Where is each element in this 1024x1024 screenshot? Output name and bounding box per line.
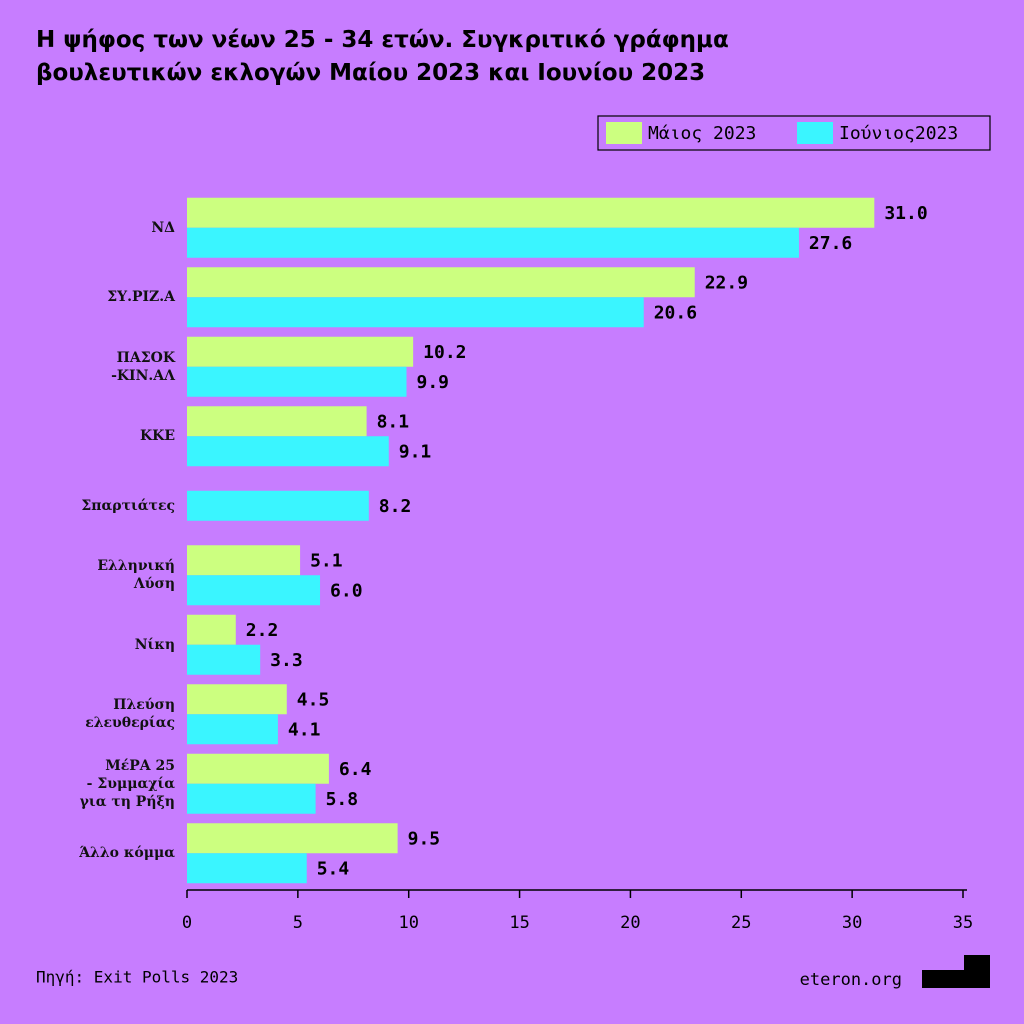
bar <box>187 297 644 328</box>
value-label: 4.5 <box>297 689 330 710</box>
bar <box>187 366 407 397</box>
x-tick-label: 20 <box>620 913 640 933</box>
value-label: 20.6 <box>654 302 697 323</box>
value-label: 2.2 <box>246 620 279 641</box>
value-label: 9.9 <box>416 372 449 393</box>
y-tick-label: Άλλο κόμμα <box>79 845 175 862</box>
x-tick-label: 0 <box>182 913 192 933</box>
bar <box>187 436 389 467</box>
legend-swatch <box>797 122 833 144</box>
y-tick-label: ΜέΡΑ 25 - Συμμαχία για τη Ρήξη <box>79 757 175 810</box>
bar <box>187 684 287 715</box>
x-tick-label: 5 <box>293 913 303 933</box>
bar <box>187 783 316 814</box>
bar <box>187 753 329 784</box>
y-tick-label: ΣΥ.ΡΙΖ.Α <box>107 289 175 306</box>
y-tick-label: ΚΚΕ <box>139 428 175 445</box>
bar <box>187 336 414 367</box>
chart-title: Η ψήφος των νέων 25 - 34 ετών. Συγκριτικ… <box>36 27 729 86</box>
bar <box>187 545 301 576</box>
bar <box>187 823 398 854</box>
y-tick-label: ΠΑΣΟΚ -ΚΙΝ.ΑΛ <box>111 349 175 384</box>
value-label: 22.9 <box>705 272 748 293</box>
y-tick-label: Πλεύση ελευθερίας <box>85 697 175 732</box>
value-label: 6.4 <box>339 759 372 780</box>
value-label: 9.5 <box>408 828 441 849</box>
x-tick-label: 10 <box>398 913 418 933</box>
value-label: 10.2 <box>423 342 466 363</box>
value-label: 6.0 <box>330 580 363 601</box>
legend-label: Μάιος 2023 <box>648 123 756 144</box>
bar <box>187 490 369 521</box>
value-label: 27.6 <box>809 233 852 254</box>
y-tick-label: Ελληνική Λύση <box>97 558 175 593</box>
source: Πηγή: Exit Polls 2023 <box>36 968 238 987</box>
y-tick-label: ΝΔ <box>151 219 175 236</box>
legend-swatch <box>606 122 642 144</box>
value-label: 5.4 <box>317 858 350 879</box>
logo <box>964 955 990 971</box>
bar <box>187 853 307 884</box>
logo <box>922 970 990 988</box>
value-label: 5.1 <box>310 550 343 571</box>
bar <box>187 644 261 675</box>
bar <box>187 197 875 228</box>
y-tick-label: Σπαρτιάτες <box>81 497 175 514</box>
x-tick-label: 15 <box>509 913 529 933</box>
value-label: 3.3 <box>270 650 303 671</box>
value-label: 9.1 <box>399 441 432 462</box>
x-tick-label: 35 <box>953 913 973 933</box>
bar <box>187 575 321 606</box>
brand: eteron.org <box>800 970 902 990</box>
y-tick-label: Νίκη <box>134 636 175 653</box>
value-label: 8.1 <box>377 411 410 432</box>
value-label: 31.0 <box>884 203 927 224</box>
value-label: 4.1 <box>288 719 321 740</box>
bar <box>187 714 278 745</box>
legend-box <box>597 115 991 151</box>
value-label: 5.8 <box>326 789 359 810</box>
bar <box>187 267 695 298</box>
bar <box>187 406 367 437</box>
x-tick-label: 25 <box>731 913 751 933</box>
x-tick-label: 30 <box>842 913 862 933</box>
bar <box>187 227 799 258</box>
bar <box>187 614 236 645</box>
legend-label: Ιούνιος2023 <box>839 123 958 144</box>
value-label: 8.2 <box>379 496 412 517</box>
